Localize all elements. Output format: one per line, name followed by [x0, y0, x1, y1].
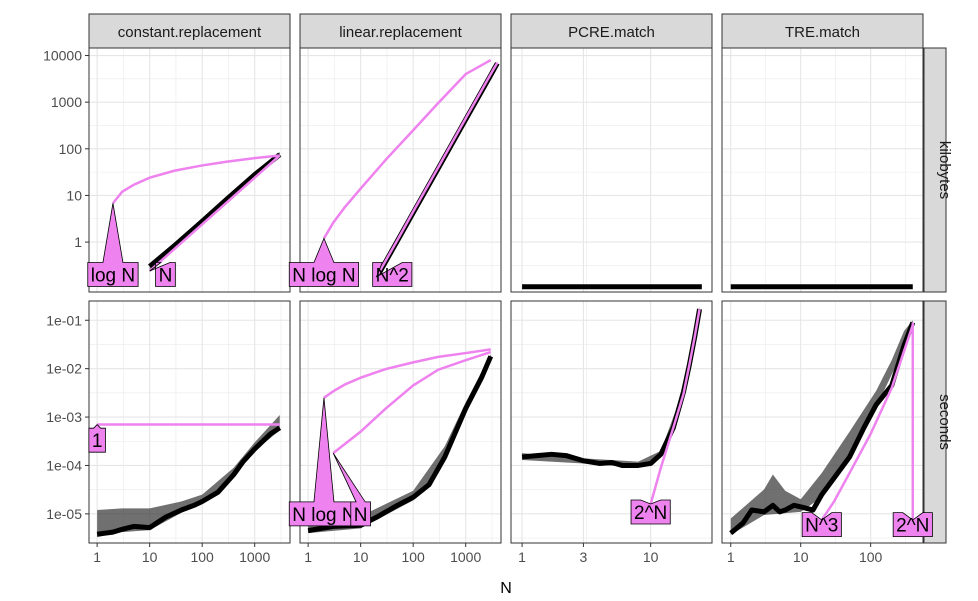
panel-TRE.match-seconds [721, 300, 924, 544]
facet-strip-label-constant.replacement: constant.replacement [118, 24, 262, 41]
reference-label-text: N^2 [376, 265, 409, 286]
reference-label: N [332, 452, 371, 527]
y-tick-label: 1000 [51, 94, 82, 110]
panel-PCRE.match-seconds [510, 300, 713, 544]
reference-line [649, 308, 701, 505]
facet-strip-PCRE.match [510, 13, 713, 49]
x-tick-label: 10 [142, 549, 158, 565]
range-band [97, 415, 280, 538]
median-line [148, 152, 282, 269]
facet-strip-kilobytes [923, 47, 947, 293]
panel-PCRE.match-kilobytes [510, 47, 713, 293]
facet-strip-label-TRE.match: TRE.match [785, 24, 860, 41]
y-tick-label: 1e-04 [46, 457, 82, 473]
x-tick-label: 100 [859, 549, 883, 565]
panel-TRE.match-kilobytes [721, 47, 924, 293]
x-tick-label: 1000 [239, 549, 270, 565]
x-tick-label: 1 [304, 549, 312, 565]
x-tick-label: 3 [580, 549, 588, 565]
y-tick-label: 1e-02 [46, 361, 82, 377]
range-band [730, 320, 913, 535]
y-tick-label: 1e-01 [46, 312, 82, 328]
facet-strip-linear.replacement [299, 13, 502, 49]
reference-label: 2^N [630, 499, 671, 525]
reference-line [148, 154, 281, 272]
reference-label: N^2 [372, 262, 413, 287]
reference-label: N log N [288, 397, 360, 527]
x-tick-label: 10 [643, 549, 659, 565]
x-tick-label: 10 [353, 549, 369, 565]
x-tick-label: 100 [190, 549, 214, 565]
reference-label: log N [87, 203, 139, 287]
facet-strip-label-kilobytes: kilobytes [936, 141, 953, 199]
reference-line [322, 58, 492, 240]
reference-label-text: 2^N [634, 503, 667, 524]
facet-strip-constant.replacement [88, 13, 291, 49]
reference-label-text: 2^N [896, 516, 929, 537]
x-axis-title: N [500, 580, 512, 597]
panel-linear.replacement-kilobytes [299, 47, 502, 293]
reference-line [323, 348, 491, 399]
reference-label: N^3 [801, 512, 842, 538]
x-tick-label: 1 [518, 549, 526, 565]
reference-line [332, 350, 492, 455]
panel-constant.replacement-kilobytes [88, 47, 291, 293]
x-tick-label: 1 [93, 549, 101, 565]
reference-label-text: N [159, 265, 173, 286]
median-line [729, 321, 916, 536]
reference-label-text: N^3 [805, 516, 838, 537]
reference-label-text: log N [91, 265, 135, 286]
y-tick-label: 1 [74, 234, 82, 250]
x-tick-label: 10 [793, 549, 809, 565]
facet-strip-label-seconds: seconds [936, 394, 953, 450]
reference-label: N [149, 262, 176, 287]
median-line [96, 425, 282, 537]
reference-label-text: N log N [292, 505, 355, 526]
reference-line [111, 154, 280, 205]
reference-line [375, 62, 499, 278]
facet-strip-TRE.match [721, 13, 924, 49]
reference-label: N log N [288, 237, 360, 287]
reference-label-text: 1 [92, 431, 103, 452]
y-tick-label: 10 [66, 187, 82, 203]
reference-label-text: N log N [292, 265, 355, 286]
facet-strip-label-PCRE.match: PCRE.match [568, 24, 655, 41]
reference-label: 2^N [892, 512, 933, 538]
y-tick-label: 1e-05 [46, 506, 82, 522]
x-tick-label: 1 [727, 549, 735, 565]
facet-strip-label-linear.replacement: linear.replacement [339, 24, 462, 41]
y-tick-label: 100 [59, 141, 83, 157]
y-tick-label: 1e-03 [46, 409, 82, 425]
panel-constant.replacement-seconds [88, 300, 291, 544]
x-tick-label: 1000 [450, 549, 481, 565]
reference-line [820, 324, 914, 521]
x-tick-label: 100 [401, 549, 425, 565]
facet-strip-seconds [923, 300, 947, 544]
reference-label: 1 [88, 423, 106, 453]
y-tick-label: 10000 [43, 48, 82, 64]
reference-label-text: N [354, 505, 368, 526]
